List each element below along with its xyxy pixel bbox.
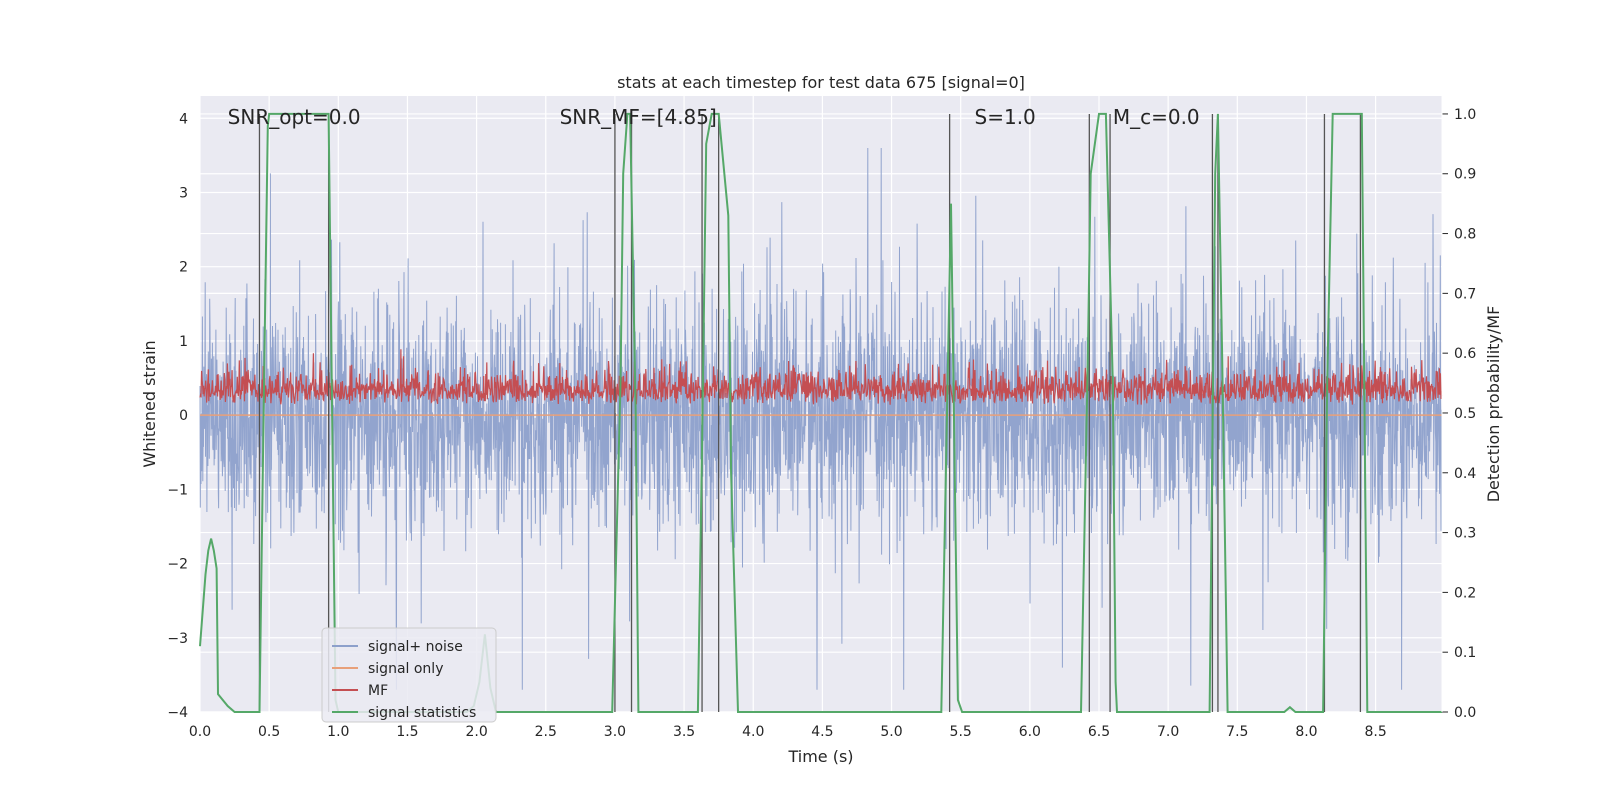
- legend-entry: signal only: [368, 661, 443, 677]
- x-tick-label: 2.0: [465, 724, 487, 740]
- x-tick-label: 6.5: [1088, 724, 1110, 740]
- legend-entry: signal statistics: [368, 705, 476, 721]
- x-tick-label: 8.0: [1295, 724, 1317, 740]
- x-axis-ticks: 0.0 0.5 1.0 1.5 2.0 2.5 3.0 3.5 4.0 4.5 5.0 5.5 6.0 6…: [189, 724, 1387, 740]
- y-left-axis-label: Whitened strain: [140, 340, 159, 467]
- y-right-tick-label: 1.0: [1454, 107, 1476, 123]
- y-left-tick-label: 1: [179, 334, 188, 350]
- x-tick-label: 2.5: [535, 724, 557, 740]
- x-tick-label: 1.0: [327, 724, 349, 740]
- x-tick-label: 5.5: [950, 724, 972, 740]
- y-right-tick-label: 0.7: [1454, 286, 1476, 302]
- y-left-tick-label: 0: [179, 408, 188, 424]
- y-right-tick-label: 0.6: [1454, 346, 1476, 362]
- y-right-tick-label: 0.2: [1454, 585, 1476, 601]
- x-tick-label: 4.5: [811, 724, 833, 740]
- y-left-tick-label: 3: [179, 185, 188, 201]
- annotations: SNR_opt=0.0 SNR_MF=[4.85] S=1.0 M_c=0.0: [228, 105, 1200, 129]
- y-left-tick-label: −3: [167, 631, 188, 647]
- x-tick-label: 7.0: [1157, 724, 1179, 740]
- x-tick-label: 0.5: [258, 724, 280, 740]
- x-tick-label: 5.0: [880, 724, 902, 740]
- y-right-axis-label: Detection probability/MF: [1484, 306, 1503, 503]
- x-axis-label: Time (s): [787, 747, 853, 766]
- x-tick-label: 6.0: [1019, 724, 1041, 740]
- annotation-0: SNR_opt=0.0: [228, 105, 361, 129]
- legend-entry: signal+ noise: [368, 639, 463, 655]
- y-right-axis-ticks: 0.0 0.1 0.2 0.3 0.4 0.5 0.6 0.7 0.8 0.9 1.0: [1442, 107, 1476, 721]
- y-left-tick-label: 4: [179, 111, 188, 127]
- y-right-tick-label: 0.9: [1454, 167, 1476, 183]
- y-left-tick-label: −1: [167, 482, 188, 498]
- x-tick-label: 8.5: [1364, 724, 1386, 740]
- series-signal-statistics: [199, 112, 1442, 713]
- y-left-tick-label: 2: [179, 260, 188, 276]
- y-right-tick-label: 0.3: [1454, 526, 1476, 542]
- y-left-tick-label: −4: [167, 705, 188, 721]
- legend: signal+ noise signal only MF signal statist…: [321, 627, 497, 723]
- mf-line: [199, 349, 1443, 405]
- legend-box: [321, 627, 497, 723]
- x-tick-label: 4.0: [742, 724, 764, 740]
- y-right-tick-label: 0.1: [1454, 645, 1476, 661]
- series-mf: [199, 349, 1443, 405]
- x-tick-label: 3.0: [604, 724, 626, 740]
- y-right-tick-label: 0.5: [1454, 406, 1476, 422]
- annotation-2: S=1.0: [975, 105, 1036, 129]
- x-tick-label: 3.5: [673, 724, 695, 740]
- y-left-axis-ticks: −4 −3 −2 −1 0 1 2 3 4: [167, 111, 188, 721]
- annotation-3: M_c=0.0: [1113, 105, 1200, 129]
- legend-entry: MF: [368, 683, 388, 699]
- chart-title: stats at each timestep for test data 675…: [617, 73, 1025, 92]
- y-right-tick-label: 0.4: [1454, 466, 1476, 482]
- y-left-tick-label: −2: [167, 557, 188, 573]
- signal-statistics-line: [199, 112, 1442, 713]
- annotation-1: SNR_MF=[4.85]: [560, 105, 717, 129]
- x-tick-label: 7.5: [1226, 724, 1248, 740]
- x-tick-label: 0.0: [189, 724, 211, 740]
- y-right-tick-label: 0.8: [1454, 227, 1476, 243]
- y-right-tick-label: 0.0: [1454, 705, 1476, 721]
- x-tick-label: 1.5: [396, 724, 418, 740]
